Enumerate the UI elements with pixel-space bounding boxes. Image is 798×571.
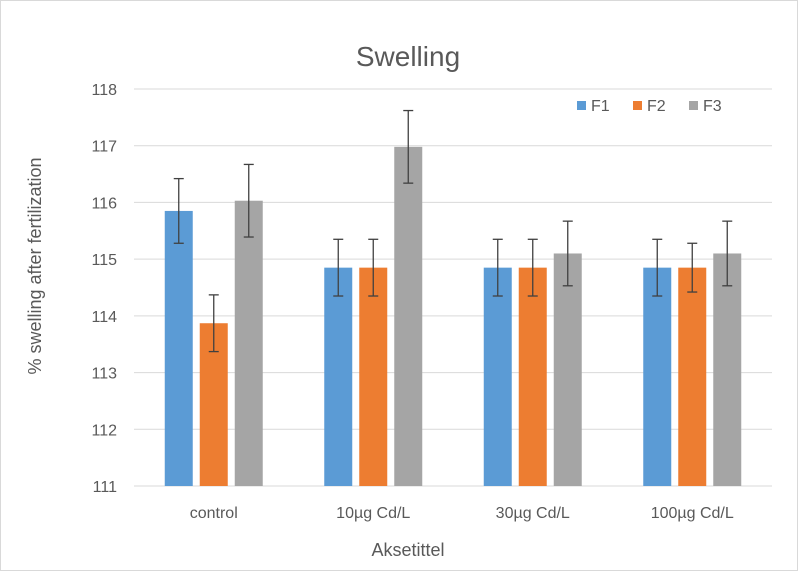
y-tick-label: 116 <box>91 195 117 212</box>
error-bars <box>173 109 733 353</box>
bar <box>234 200 263 486</box>
bar <box>394 146 423 486</box>
x-category-label: 30µg Cd/L <box>496 505 570 522</box>
x-category-label: 100µg Cd/L <box>651 505 734 522</box>
y-tick-label: 113 <box>91 366 117 383</box>
bar <box>713 253 742 486</box>
x-category-label: control <box>190 505 238 522</box>
error-bar <box>562 220 573 287</box>
bar <box>518 267 547 486</box>
bar <box>678 267 707 486</box>
legend-swatch <box>633 101 642 110</box>
y-axis-ticks: 111 112 113 114 115 116 117 118 <box>91 82 117 496</box>
bar <box>643 267 672 486</box>
legend-label: F3 <box>703 98 722 115</box>
bar <box>164 210 193 486</box>
legend-swatch <box>689 101 698 110</box>
error-bar <box>368 238 379 297</box>
error-bar <box>652 238 663 297</box>
y-tick-label: 114 <box>91 309 117 326</box>
y-tick-label: 118 <box>91 82 117 99</box>
legend: F1 F2 F3 <box>577 98 722 115</box>
y-tick-label: 111 <box>93 479 117 496</box>
error-bar <box>208 294 219 353</box>
y-axis-title: % swelling after fertilization <box>25 157 45 374</box>
error-bar <box>527 238 538 297</box>
error-bar <box>492 238 503 297</box>
legend-label: F1 <box>591 98 610 115</box>
y-tick-label: 115 <box>91 252 117 269</box>
bars <box>164 146 742 486</box>
error-bar <box>403 109 414 184</box>
error-bar <box>687 242 698 293</box>
bar <box>324 267 353 486</box>
error-bar <box>722 220 733 287</box>
chart-title: Swelling <box>356 41 460 72</box>
legend-swatch <box>577 101 586 110</box>
legend-label: F2 <box>647 98 666 115</box>
error-bar <box>173 177 184 244</box>
error-bar <box>333 238 344 297</box>
bar <box>359 267 388 486</box>
x-axis-categories: control 10µg Cd/L 30µg Cd/L 100µg Cd/L <box>190 505 734 522</box>
error-bar <box>243 163 254 238</box>
y-tick-label: 117 <box>91 139 117 156</box>
x-axis-title: Aksetittel <box>371 540 444 560</box>
bar <box>553 253 582 486</box>
bar <box>483 267 512 486</box>
y-tick-label: 112 <box>91 422 117 439</box>
x-category-label: 10µg Cd/L <box>336 505 410 522</box>
